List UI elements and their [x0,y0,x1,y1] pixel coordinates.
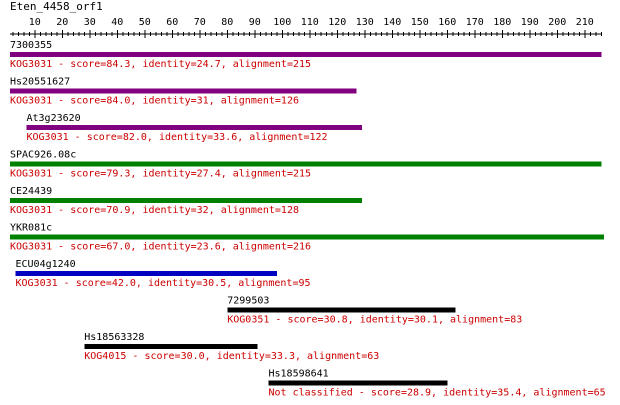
hit-row[interactable]: YKR081c KOG3031 - score=67.0, identity=23… [10,223,604,253]
hit-alignment-bar[interactable] [268,380,448,386]
ruler-tick-label: 150 [411,17,429,28]
hit-name[interactable]: Hs20551627 [10,77,70,88]
ruler-tick-label: 190 [521,17,539,28]
hit-alignment-bar[interactable] [227,307,456,313]
hit-score-label: KOG0351 - score=30.8, identity=30.1, ali… [227,315,522,326]
ruler-tick-label: 60 [166,17,178,28]
hit-row[interactable]: 7300355 KOG3031 - score=84.3, identity=24… [10,40,602,70]
hit-name[interactable]: ECU04g1240 [16,259,76,270]
hit-row[interactable]: Hs18598641 Not classified - score=28.9, i… [268,369,606,399]
ruler-tick-label: 100 [273,17,291,28]
hit-alignment-bar[interactable] [10,88,357,94]
hit-alignment-bar[interactable] [10,198,362,203]
hit-name[interactable]: Hs18598641 [269,369,329,380]
hit-row[interactable]: At3g23620 KOG3031 - score=82.0, identity=… [26,113,363,143]
hit-score-label: KOG3031 - score=84.0, identity=31, align… [10,96,299,107]
ruler-tick-label: 30 [84,17,96,28]
ruler-tick-label: 160 [438,17,456,28]
ruler-tick-label: 120 [328,17,346,28]
ruler-tick-label: 180 [493,17,511,28]
ruler-tick-label: 130 [356,17,374,28]
hit-alignment-bar[interactable] [10,161,602,167]
hit-name[interactable]: At3g23620 [27,113,81,124]
ruler-tick-label: 140 [383,17,401,28]
hit-row[interactable]: Hs18563328 KOG4015 - score=30.0, identity… [84,332,379,362]
ruler-tick-label: 10 [29,17,41,28]
ruler-tick-label: 170 [466,17,484,28]
hit-score-label: KOG4015 - score=30.0, identity=33.3, ali… [84,351,379,362]
ruler-tick-label: 20 [56,17,68,28]
hit-alignment-bar[interactable] [84,344,258,349]
ruler-tick-label: 200 [548,17,566,28]
ruler-tick-label: 210 [576,17,594,28]
hit-row[interactable]: SPAC926.08c KOG3031 - score=79.3, identit… [10,150,602,180]
hit-row[interactable]: CE24439 KOG3031 - score=70.9, identity=32… [10,186,362,216]
hit-name[interactable]: YKR081c [10,223,52,234]
hit-row[interactable]: 7299503 KOG0351 - score=30.8, identity=30… [227,296,522,326]
hit-score-label: Not classified - score=28.9, identity=35… [269,388,606,399]
hit-name[interactable]: Hs18563328 [84,332,144,343]
ruler-tick-label: 90 [249,17,261,28]
ruler-tick-label: 110 [301,17,319,28]
hit-name[interactable]: CE24439 [10,186,52,197]
hit-score-label: KOG3031 - score=82.0, identity=33.6, ali… [27,132,328,143]
hit-score-label: KOG3031 - score=84.3, identity=24.7, ali… [10,59,311,70]
hit-score-label: KOG3031 - score=42.0, identity=30.5, ali… [16,278,311,289]
ruler-tick-label: 40 [111,17,123,28]
hit-alignment-bar[interactable] [15,271,277,276]
query-title: Eten_4458_orf1 [10,0,103,13]
hit-row[interactable]: Hs20551627 KOG3031 - score=84.0, identity… [10,77,357,107]
hit-score-label: KOG3031 - score=70.9, identity=32, align… [10,205,299,216]
hit-row[interactable]: ECU04g1240 KOG3031 - score=42.0, identity… [15,259,311,289]
hit-name[interactable]: 7299503 [227,296,269,307]
ruler-tick-label: 80 [221,17,233,28]
hit-list: 7300355 KOG3031 - score=84.3, identity=24… [10,40,606,399]
hit-score-label: KOG3031 - score=79.3, identity=27.4, ali… [10,169,311,180]
position-ruler: 10 20 30 40 50 60 70 80 90 100 110 120 130 140 150 160 1… [10,17,602,38]
hit-score-label: KOG3031 - score=67.0, identity=23.6, ali… [10,242,311,253]
ruler-tick-label: 70 [194,17,206,28]
ruler-tick-label: 50 [139,17,151,28]
hit-alignment-bar[interactable] [26,125,363,130]
hit-name[interactable]: SPAC926.08c [10,150,76,161]
hit-name[interactable]: 7300355 [10,40,52,51]
hit-alignment-bar[interactable] [10,234,604,240]
hit-alignment-bar[interactable] [10,52,602,57]
